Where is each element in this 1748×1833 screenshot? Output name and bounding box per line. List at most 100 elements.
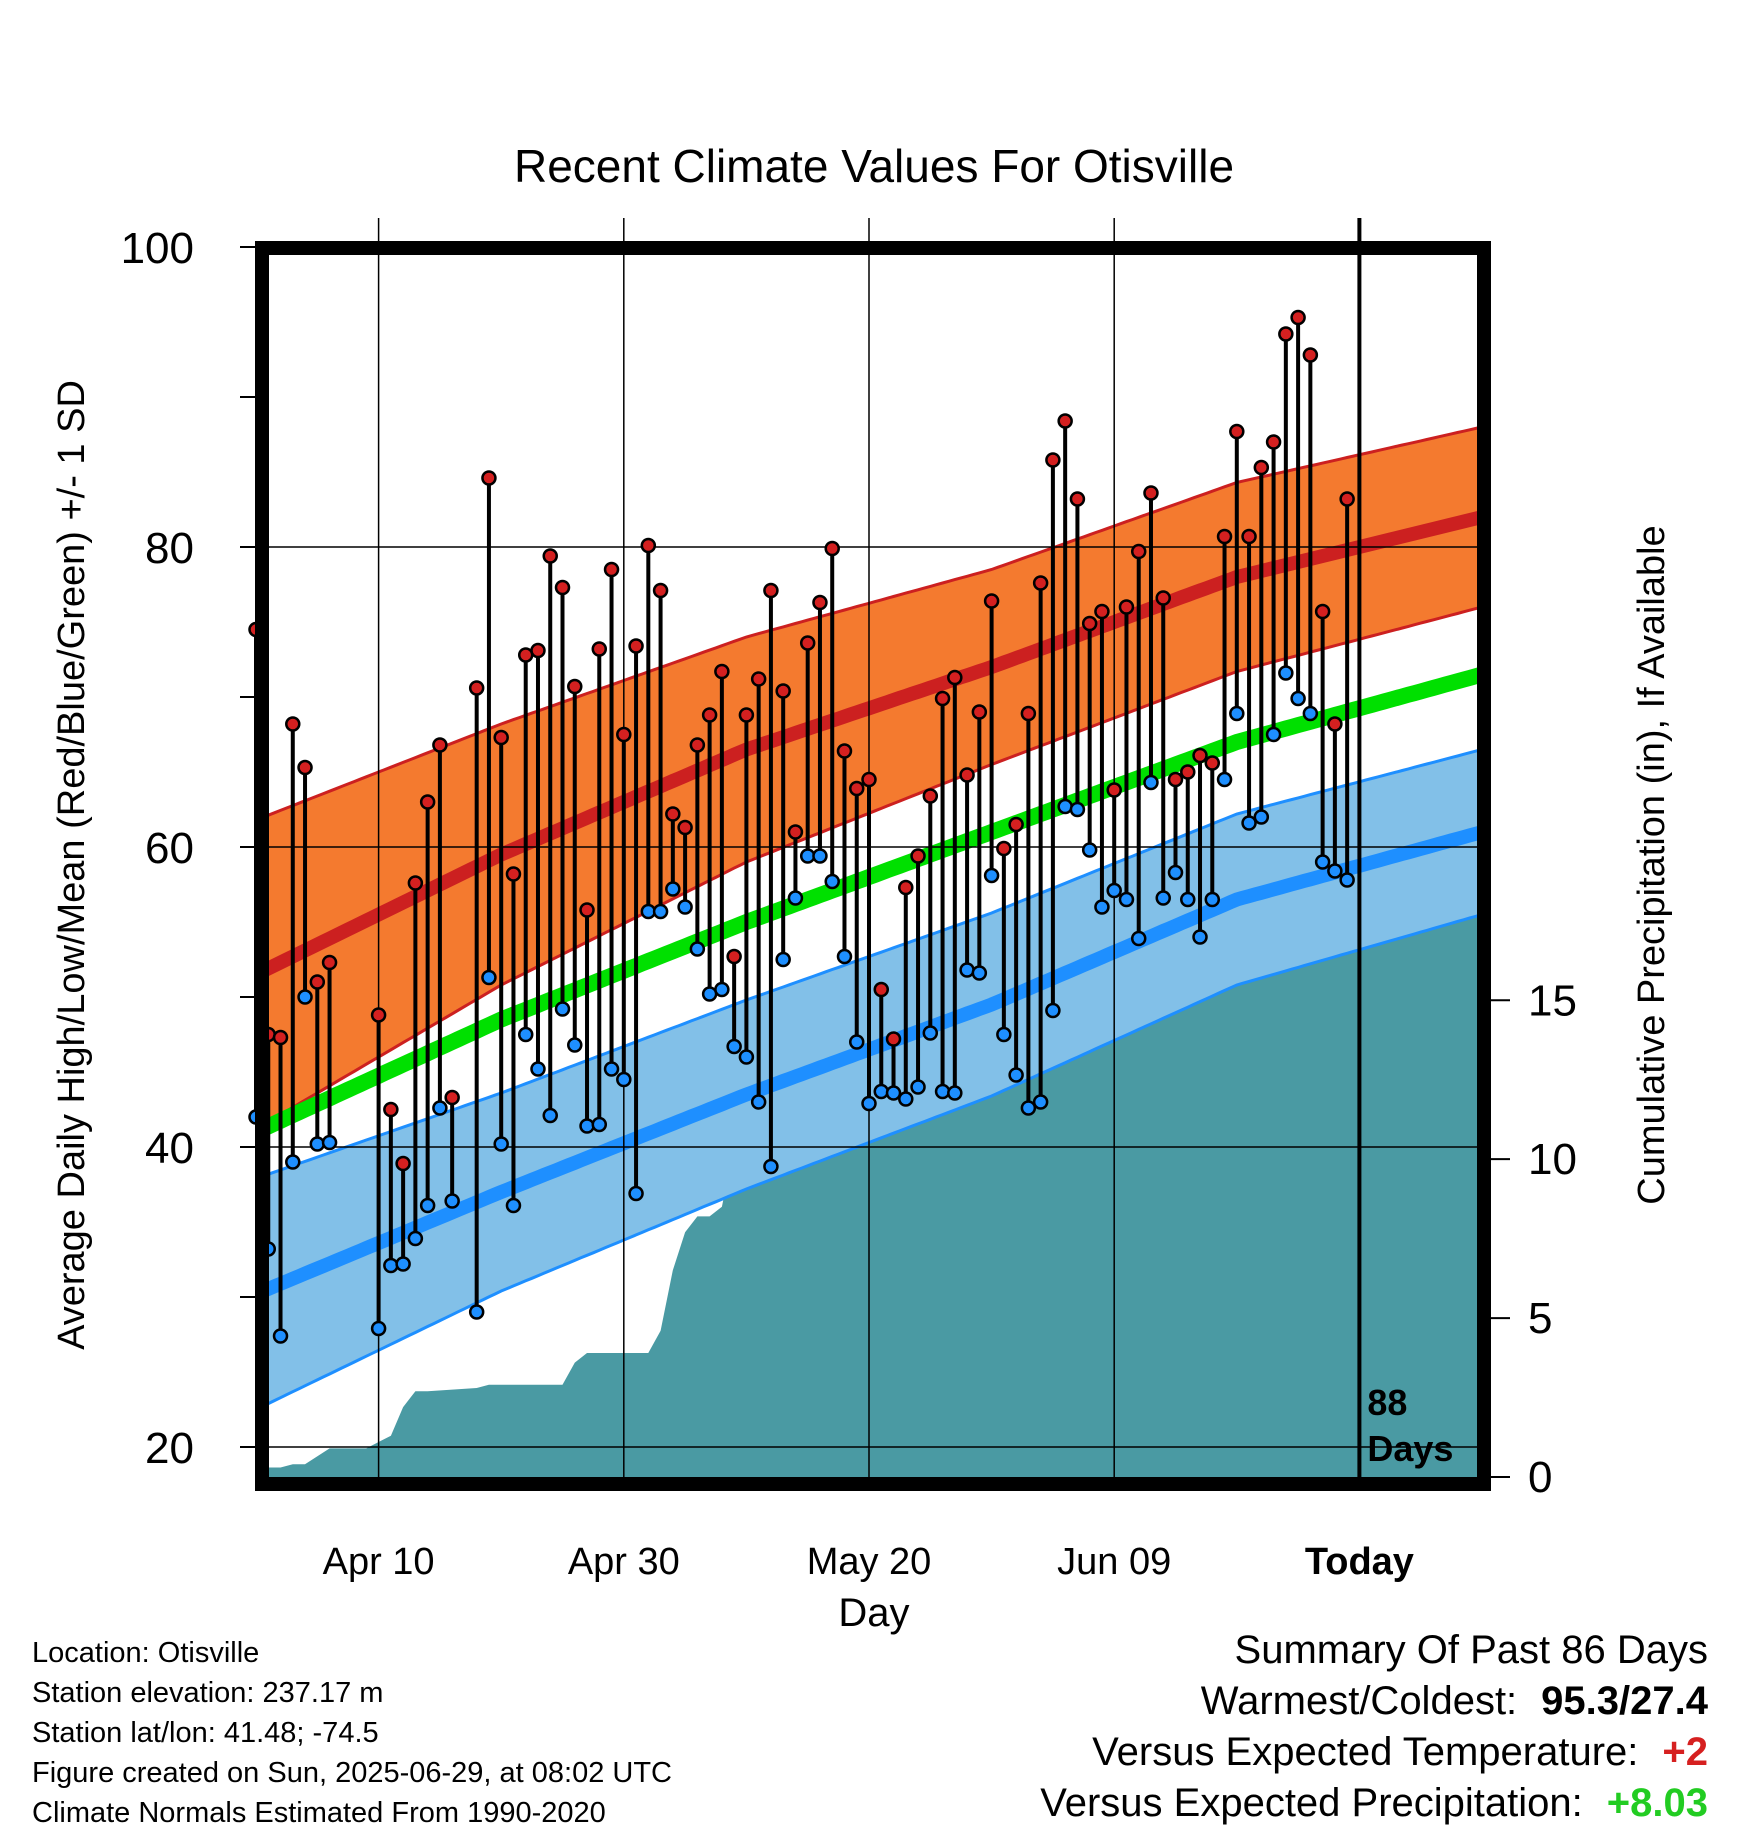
high-temp-point	[554, 579, 571, 596]
high-temp-point	[677, 819, 693, 836]
low-temp-point	[1192, 929, 1208, 945]
low-temp-point	[861, 1095, 877, 1112]
high-temp-point	[1216, 528, 1233, 545]
high-temp-point	[1094, 603, 1110, 620]
location-text: Location: Otisville	[32, 1637, 260, 1669]
high-temp-point	[910, 848, 926, 864]
high-temp-point	[321, 954, 338, 971]
today-annotation: Days	[1367, 1428, 1453, 1469]
low-temp-point	[1229, 705, 1245, 722]
high-temp-point	[1290, 309, 1306, 326]
high-temp-point	[1302, 347, 1319, 363]
summary-heading: Summary Of Past 86 Days	[1234, 1628, 1708, 1672]
high-temp-point	[297, 759, 313, 776]
low-temp-point	[444, 1193, 460, 1209]
high-temp-point	[370, 1007, 387, 1023]
high-temp-point	[959, 767, 975, 783]
high-temp-point	[1339, 491, 1355, 507]
low-temp-point	[1216, 771, 1233, 788]
high-temp-point	[530, 642, 546, 659]
low-temp-point	[505, 1197, 522, 1214]
low-temp-point	[750, 1094, 767, 1110]
high-temp-point	[444, 1089, 460, 1106]
high-temp-point	[665, 806, 681, 822]
high-temp-point	[1192, 747, 1208, 764]
y2-axis-label: Cumulative Precipitation (in), If Availa…	[1631, 525, 1673, 1204]
low-temp-point	[885, 1085, 902, 1101]
low-temp-point	[1032, 1094, 1049, 1110]
low-temp-point	[1302, 705, 1319, 722]
latlon-text: Station lat/lon: 41.48; -74.5	[32, 1717, 379, 1749]
warm-cold-value: 95.3/27.4	[1541, 1679, 1708, 1723]
low-temp-point	[848, 1034, 865, 1050]
low-temp-point	[922, 1025, 939, 1041]
high-temp-point	[898, 879, 914, 896]
high-temp-point	[1265, 434, 1282, 450]
high-temp-point	[689, 737, 706, 753]
high-temp-point	[1253, 459, 1270, 476]
low-temp-point	[1143, 774, 1159, 791]
high-temp-point	[1327, 716, 1343, 732]
high-temp-point	[1008, 816, 1024, 833]
y-tick-label: 60	[145, 824, 194, 873]
low-temp-point	[689, 941, 706, 957]
low-temp-point	[321, 1134, 338, 1151]
high-temp-point	[493, 729, 509, 746]
low-temp-point	[1253, 809, 1270, 825]
high-temp-point	[726, 948, 742, 965]
low-temp-point	[1327, 863, 1343, 879]
high-temp-point	[738, 707, 755, 723]
high-temp-point	[1241, 528, 1257, 545]
low-temp-point	[1045, 1002, 1061, 1019]
high-temp-point	[285, 716, 301, 732]
low-temp-point	[1020, 1100, 1037, 1116]
high-temp-point	[750, 671, 767, 687]
low-temp-point	[407, 1230, 424, 1247]
low-temp-point	[591, 1116, 608, 1133]
low-temp-point	[309, 1136, 326, 1152]
x-tick-label: May 20	[807, 1541, 932, 1583]
x-tick-label: Apr 10	[323, 1541, 435, 1583]
x-axis-label: Day	[838, 1591, 909, 1635]
plot-frame	[255, 241, 1491, 1491]
low-temp-point	[383, 1257, 399, 1274]
high-temp-point	[1143, 485, 1159, 501]
high-temp-point	[1069, 491, 1086, 507]
low-temp-point	[1339, 872, 1355, 888]
low-temp-point	[959, 962, 975, 978]
y2-tick-label: 0	[1528, 1453, 1552, 1502]
precip-anomaly-row: Versus Expected Precipitation: +8.03	[1040, 1778, 1708, 1829]
low-temp-point	[1265, 726, 1282, 743]
high-temp-point	[567, 678, 583, 695]
low-temp-point	[665, 881, 681, 897]
low-temp-point	[836, 948, 853, 965]
y2-tick-label: 10	[1528, 1135, 1577, 1184]
high-temp-point	[1057, 413, 1073, 429]
y-tick-label: 20	[145, 1424, 194, 1473]
low-temp-point	[1314, 854, 1331, 870]
temp-anomaly-label: Versus Expected Temperature:	[1092, 1730, 1639, 1774]
low-temp-point	[1155, 890, 1171, 906]
high-temp-point	[1155, 590, 1171, 606]
high-temp-point	[432, 737, 448, 753]
low-temp-point	[1069, 801, 1086, 818]
low-temp-point	[824, 873, 840, 890]
low-temp-point	[738, 1049, 755, 1065]
high-temp-point	[922, 788, 939, 804]
low-temp-point	[1118, 891, 1135, 908]
high-temp-point	[1118, 599, 1135, 615]
low-temp-point	[481, 969, 497, 986]
y-tick-label: 80	[145, 524, 194, 573]
high-temp-point	[775, 683, 791, 699]
high-temp-point	[873, 981, 890, 998]
low-temp-point	[542, 1107, 558, 1124]
low-temp-point	[370, 1320, 387, 1337]
high-temp-point	[481, 470, 497, 486]
low-temp-point	[468, 1304, 485, 1320]
precip-anomaly-value: +8.03	[1606, 1781, 1708, 1825]
low-temp-point	[1180, 891, 1196, 908]
high-temp-point	[505, 866, 522, 882]
high-temp-point	[1130, 543, 1147, 560]
high-temp-point	[824, 540, 840, 557]
